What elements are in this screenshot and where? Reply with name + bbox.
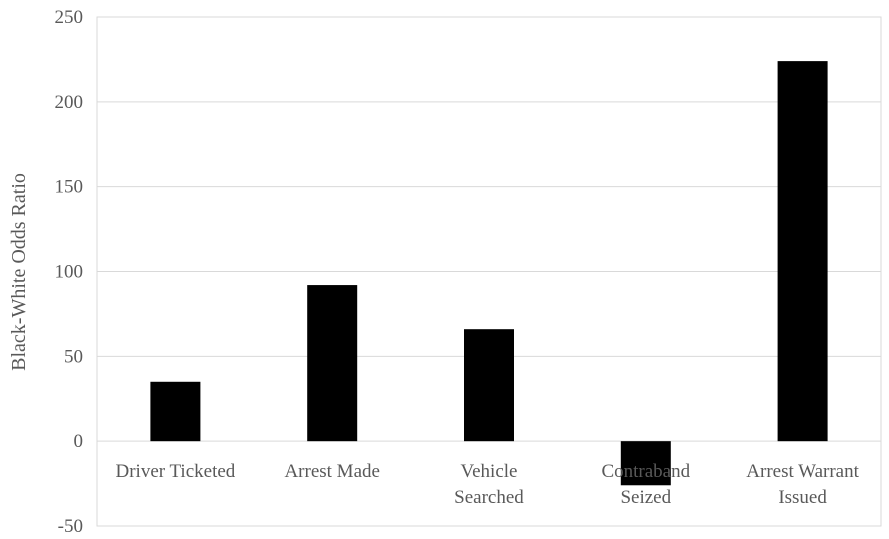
category-label: Vehicle bbox=[461, 461, 518, 482]
gridlines bbox=[97, 16, 881, 527]
y-tick-label: 50 bbox=[64, 346, 83, 367]
bar bbox=[620, 441, 671, 486]
category-label: Issued bbox=[778, 487, 827, 508]
y-tick-label: 100 bbox=[55, 262, 84, 283]
category-label: Seized bbox=[620, 487, 671, 508]
y-tick-label: 0 bbox=[74, 431, 84, 452]
y-tick-label: -50 bbox=[58, 516, 83, 537]
y-tick-labels: -50 0 50 100 150 200 250 bbox=[55, 7, 84, 537]
category-label: Contraband bbox=[601, 461, 690, 482]
bars bbox=[150, 61, 828, 486]
category-label: Searched bbox=[454, 487, 524, 508]
category-labels: Driver Ticketed Arrest Made Vehicle Searche… bbox=[116, 461, 860, 508]
y-tick-label: 150 bbox=[55, 177, 84, 198]
bar bbox=[307, 285, 358, 442]
bar bbox=[150, 381, 201, 442]
y-tick-label: 250 bbox=[55, 7, 84, 28]
bar bbox=[464, 329, 514, 442]
plot-frame bbox=[96, 16, 882, 527]
bar bbox=[777, 61, 828, 442]
category-label: Arrest Warrant bbox=[746, 461, 859, 482]
y-tick-label: 200 bbox=[55, 92, 84, 113]
category-label: Driver Ticketed bbox=[116, 461, 236, 482]
y-axis-title: Black-White Odds Ratio bbox=[8, 173, 30, 371]
category-label: Arrest Made bbox=[284, 461, 380, 482]
